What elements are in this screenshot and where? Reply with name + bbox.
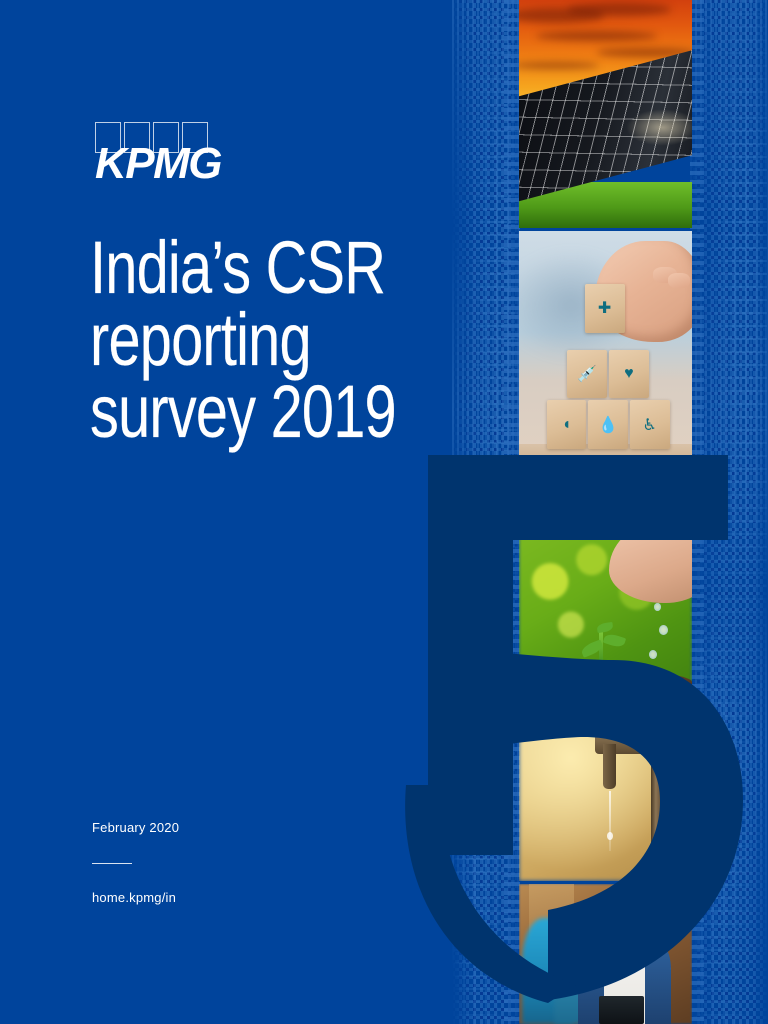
- title-line-2: reporting: [90, 297, 312, 381]
- photo-health-wooden-blocks: ✚ 💉 ♥ ◖ 💧 ♿: [519, 231, 692, 473]
- logo-bar-2: [124, 122, 150, 153]
- edition-numeral-5: [405, 455, 743, 1003]
- kpmg-wordmark: KPMG: [95, 139, 223, 188]
- cover-footer: February 2020 home.kpmg/in: [92, 820, 179, 905]
- title-line-3: survey 2019: [90, 369, 397, 453]
- photo-solar-panels-sunset: [519, 0, 692, 228]
- block-pill-icon: ◖: [546, 400, 587, 449]
- block-heart-pulse-icon: ♥: [608, 349, 649, 398]
- footer-divider: [92, 863, 132, 864]
- block-wheelchair-icon: ♿: [629, 400, 670, 449]
- logo-bar-1: [95, 122, 121, 153]
- logo-bar-3: [153, 122, 179, 153]
- kpmg-logo-bars: [95, 122, 211, 153]
- publication-date: February 2020: [92, 820, 180, 835]
- block-syringe-icon: 💉: [567, 349, 608, 398]
- website-url[interactable]: home.kpmg/in: [92, 890, 177, 905]
- block-water-drop-icon: 💧: [588, 400, 628, 449]
- logo-bar-4: [182, 122, 208, 153]
- title-line-1: India’s CSR: [90, 226, 386, 309]
- block-medical-cross-icon: ✚: [584, 284, 625, 333]
- kpmg-logo: KPMG: [95, 122, 223, 188]
- page-title: India’s CSR reporting survey 2019: [90, 226, 420, 453]
